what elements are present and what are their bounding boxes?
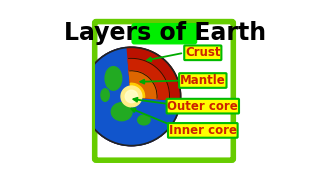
- Ellipse shape: [142, 64, 152, 71]
- Ellipse shape: [138, 115, 150, 125]
- Circle shape: [118, 83, 145, 110]
- Circle shape: [121, 86, 142, 107]
- Circle shape: [93, 58, 170, 135]
- Circle shape: [125, 90, 138, 103]
- Wedge shape: [127, 47, 180, 101]
- Wedge shape: [130, 83, 145, 98]
- Ellipse shape: [101, 89, 109, 101]
- Circle shape: [125, 90, 138, 103]
- Wedge shape: [127, 44, 183, 101]
- Text: Layers of Earth: Layers of Earth: [64, 21, 266, 45]
- Ellipse shape: [111, 103, 132, 121]
- Ellipse shape: [105, 67, 122, 90]
- Text: Crust: Crust: [185, 46, 220, 59]
- Ellipse shape: [105, 67, 122, 90]
- Ellipse shape: [101, 89, 109, 101]
- Circle shape: [121, 86, 142, 107]
- Wedge shape: [129, 71, 157, 99]
- Text: Outer core: Outer core: [167, 100, 238, 113]
- Ellipse shape: [138, 115, 150, 125]
- Circle shape: [106, 71, 157, 122]
- Circle shape: [82, 47, 180, 146]
- Circle shape: [82, 47, 180, 146]
- Ellipse shape: [111, 103, 132, 121]
- Text: Inner core: Inner core: [169, 124, 237, 137]
- Wedge shape: [82, 47, 180, 146]
- FancyBboxPatch shape: [132, 24, 196, 44]
- Ellipse shape: [142, 64, 152, 71]
- Wedge shape: [128, 58, 170, 100]
- Text: Mantle: Mantle: [180, 74, 226, 87]
